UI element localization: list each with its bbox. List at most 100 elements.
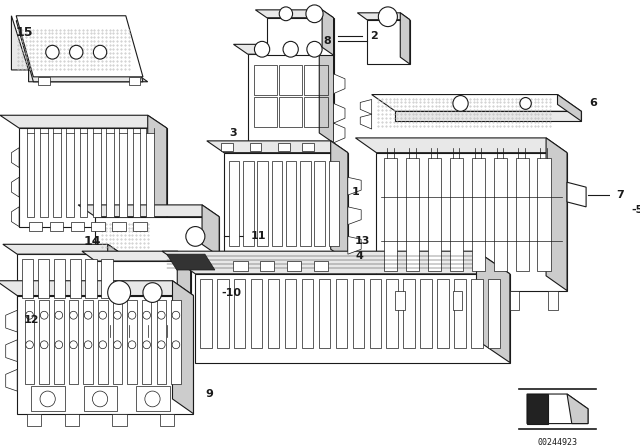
Circle shape bbox=[255, 41, 269, 57]
Polygon shape bbox=[67, 133, 74, 217]
Polygon shape bbox=[302, 279, 313, 348]
Text: 3: 3 bbox=[230, 128, 237, 138]
Polygon shape bbox=[527, 394, 588, 423]
Polygon shape bbox=[120, 133, 127, 217]
Polygon shape bbox=[527, 394, 548, 423]
Circle shape bbox=[143, 341, 150, 349]
Circle shape bbox=[108, 281, 131, 304]
Polygon shape bbox=[567, 394, 588, 423]
Bar bbox=[29, 222, 42, 232]
Polygon shape bbox=[428, 158, 441, 271]
Circle shape bbox=[128, 341, 136, 349]
Polygon shape bbox=[454, 279, 466, 348]
Circle shape bbox=[307, 41, 322, 57]
Polygon shape bbox=[22, 259, 33, 298]
Polygon shape bbox=[177, 251, 191, 325]
Bar bbox=[278, 143, 290, 151]
Text: 11: 11 bbox=[251, 232, 266, 241]
Polygon shape bbox=[95, 261, 191, 325]
Polygon shape bbox=[538, 158, 551, 271]
Circle shape bbox=[45, 45, 59, 59]
Polygon shape bbox=[234, 279, 246, 348]
Polygon shape bbox=[207, 141, 348, 153]
Circle shape bbox=[70, 45, 83, 59]
Circle shape bbox=[55, 341, 63, 349]
Bar bbox=[84, 386, 117, 411]
Bar bbox=[234, 261, 248, 271]
Polygon shape bbox=[108, 244, 122, 308]
Text: 1: 1 bbox=[351, 187, 359, 197]
Polygon shape bbox=[17, 296, 193, 414]
Polygon shape bbox=[228, 160, 239, 246]
Polygon shape bbox=[331, 141, 348, 261]
Circle shape bbox=[26, 311, 33, 319]
Polygon shape bbox=[369, 279, 381, 348]
Polygon shape bbox=[360, 99, 372, 114]
Polygon shape bbox=[162, 251, 510, 274]
Polygon shape bbox=[54, 259, 65, 298]
Bar bbox=[113, 414, 127, 426]
Polygon shape bbox=[471, 279, 483, 348]
Polygon shape bbox=[355, 138, 567, 153]
Bar bbox=[279, 65, 303, 95]
Polygon shape bbox=[106, 133, 114, 217]
Polygon shape bbox=[142, 301, 152, 384]
Text: 2: 2 bbox=[370, 31, 378, 42]
Polygon shape bbox=[437, 279, 449, 348]
Polygon shape bbox=[367, 20, 410, 64]
Polygon shape bbox=[132, 133, 140, 217]
Text: 13: 13 bbox=[355, 237, 370, 246]
Polygon shape bbox=[148, 115, 167, 227]
Bar bbox=[221, 143, 232, 151]
Polygon shape bbox=[314, 160, 325, 246]
Text: 7: 7 bbox=[616, 190, 625, 200]
Polygon shape bbox=[82, 251, 191, 261]
Bar bbox=[287, 261, 301, 271]
Polygon shape bbox=[400, 13, 410, 64]
Polygon shape bbox=[6, 340, 17, 362]
Polygon shape bbox=[40, 133, 47, 217]
Polygon shape bbox=[171, 301, 180, 384]
Polygon shape bbox=[53, 133, 61, 217]
Circle shape bbox=[128, 311, 136, 319]
Polygon shape bbox=[557, 95, 581, 121]
Circle shape bbox=[186, 227, 205, 246]
Circle shape bbox=[26, 341, 33, 349]
Circle shape bbox=[99, 311, 107, 319]
Polygon shape bbox=[127, 301, 137, 384]
Polygon shape bbox=[38, 259, 49, 298]
Polygon shape bbox=[17, 254, 122, 308]
Circle shape bbox=[55, 311, 63, 319]
Polygon shape bbox=[6, 370, 17, 391]
Polygon shape bbox=[477, 251, 510, 362]
Circle shape bbox=[113, 311, 121, 319]
Polygon shape bbox=[234, 44, 333, 54]
Polygon shape bbox=[157, 301, 166, 384]
Text: 9: 9 bbox=[205, 389, 212, 399]
Polygon shape bbox=[472, 158, 485, 271]
Polygon shape bbox=[268, 279, 279, 348]
Polygon shape bbox=[384, 158, 397, 271]
Text: 14: 14 bbox=[84, 235, 101, 248]
Polygon shape bbox=[251, 279, 262, 348]
Bar bbox=[27, 414, 41, 426]
Bar bbox=[133, 222, 147, 232]
Polygon shape bbox=[6, 310, 17, 332]
Polygon shape bbox=[333, 74, 345, 94]
Circle shape bbox=[279, 7, 292, 21]
Circle shape bbox=[40, 341, 48, 349]
Polygon shape bbox=[68, 301, 78, 384]
Polygon shape bbox=[319, 44, 333, 143]
Polygon shape bbox=[360, 114, 372, 129]
Bar bbox=[253, 65, 277, 95]
Polygon shape bbox=[267, 18, 333, 55]
Polygon shape bbox=[16, 21, 143, 82]
Polygon shape bbox=[70, 259, 81, 298]
Text: -10: -10 bbox=[221, 288, 241, 297]
Polygon shape bbox=[95, 217, 219, 256]
Bar bbox=[305, 97, 328, 127]
Polygon shape bbox=[173, 281, 193, 414]
Polygon shape bbox=[224, 153, 348, 261]
Bar bbox=[250, 143, 261, 151]
Polygon shape bbox=[329, 160, 339, 246]
